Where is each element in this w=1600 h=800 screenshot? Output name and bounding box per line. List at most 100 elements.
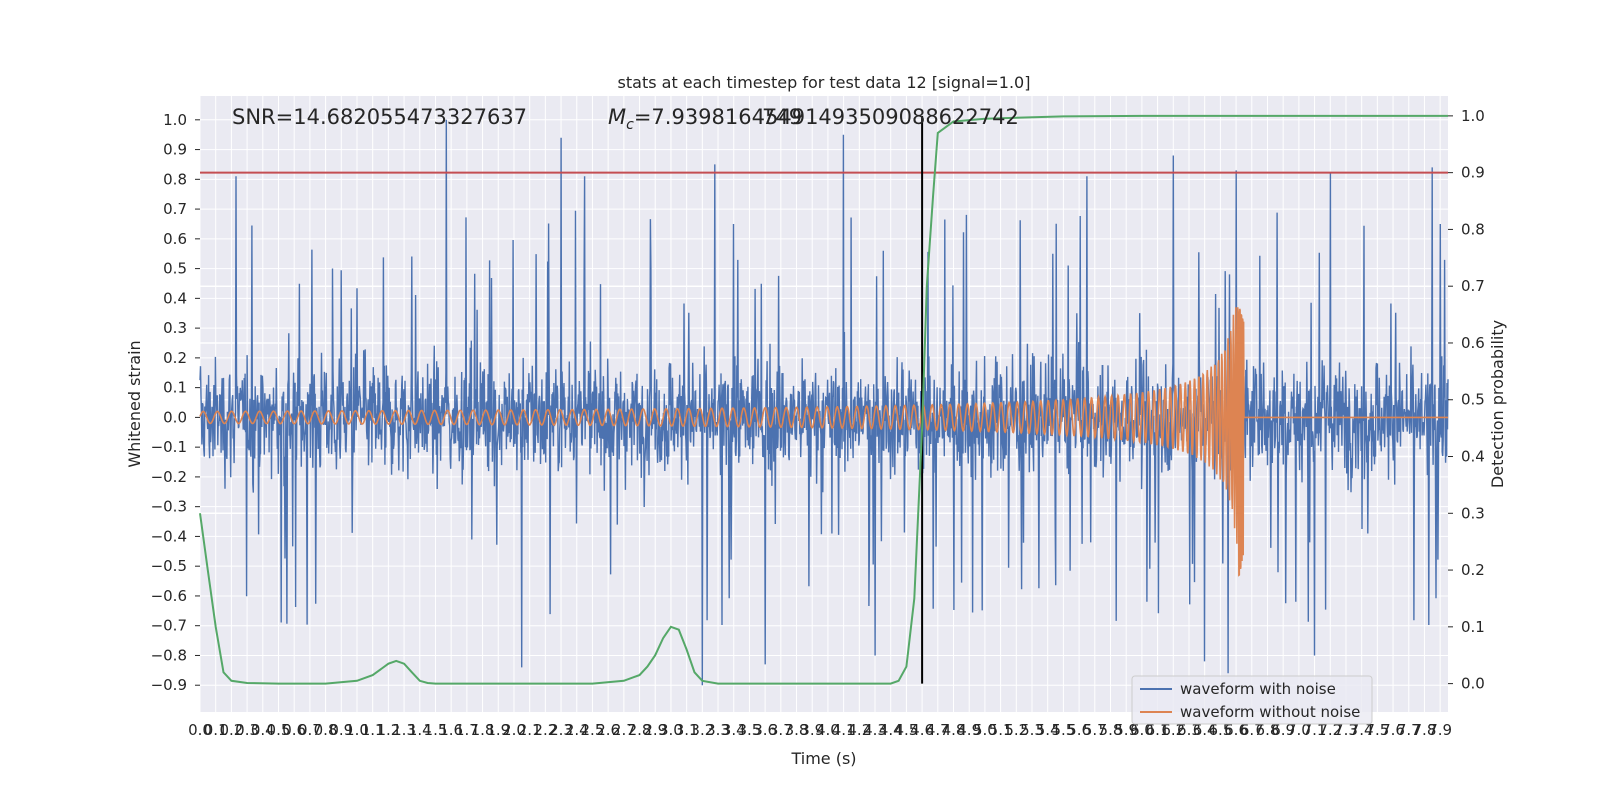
x-tick-label: 3.2 bbox=[690, 721, 714, 739]
x-tick-label: 1.1 bbox=[361, 721, 385, 739]
y2-tick-labels: 0.0 0.1 0.2 0.3 0.4 0.5 0.6 0.7 0.8 0.9 1.0 bbox=[1448, 107, 1485, 693]
y2-tick-label: 0.6 bbox=[1461, 334, 1485, 352]
y-tick-label: 1.0 bbox=[163, 111, 187, 129]
x-tick-label: 6.2 bbox=[1161, 721, 1185, 739]
x-tick-label: 4.8 bbox=[942, 721, 966, 739]
y2-tick-label: 0.1 bbox=[1461, 618, 1485, 636]
x-tick-label: 1.5 bbox=[424, 721, 448, 739]
x-tick-label: 3.9 bbox=[800, 721, 824, 739]
x-tick-label: 7.9 bbox=[1428, 721, 1452, 739]
x-tick-label: 7.0 bbox=[1287, 721, 1311, 739]
y-tick-label: 0.5 bbox=[163, 260, 187, 278]
x-tick-label: 5.4 bbox=[1036, 721, 1060, 739]
x-tick-label: 7.2 bbox=[1318, 721, 1342, 739]
x-tick-label: 7.4 bbox=[1350, 721, 1374, 739]
x-tick-label: 1.2 bbox=[376, 721, 400, 739]
x-tick-label: 3.3 bbox=[706, 721, 730, 739]
x-tick-label: 4.1 bbox=[832, 721, 856, 739]
snr-annotation: SNR=14.682055473327637 bbox=[232, 105, 527, 129]
x-tick-label: 5.2 bbox=[1004, 721, 1028, 739]
y-tick-label: −0.4 bbox=[151, 527, 187, 545]
x-tick-label: 4.2 bbox=[847, 721, 871, 739]
y-tick-label: 0.7 bbox=[163, 200, 187, 218]
x-tick-label: 1.6 bbox=[439, 721, 463, 739]
x-tick-label: 2.6 bbox=[596, 721, 620, 739]
y-tick-label: 0.8 bbox=[163, 170, 187, 188]
x-tick-label: 5.9 bbox=[1114, 721, 1138, 739]
x-tick-label: 6.0 bbox=[1130, 721, 1154, 739]
x-tick-label: 0.0 bbox=[188, 721, 212, 739]
clean-waveform-line bbox=[199, 307, 1448, 577]
x-tick-label: 2.3 bbox=[549, 721, 573, 739]
x-tick-label: 4.4 bbox=[879, 721, 903, 739]
x-tick-label: 6.5 bbox=[1208, 721, 1232, 739]
x-tick-label: 4.9 bbox=[957, 721, 981, 739]
y-tick-label: 0.4 bbox=[163, 289, 187, 307]
x-tick-label: 5.6 bbox=[1067, 721, 1091, 739]
y2-tick-label: 0.7 bbox=[1461, 277, 1485, 295]
x-tick-label: 6.3 bbox=[1177, 721, 1201, 739]
y2-tick-label: 0.8 bbox=[1461, 220, 1485, 238]
x-tick-label: 1.7 bbox=[455, 721, 479, 739]
x-tick-label: 0.9 bbox=[329, 721, 353, 739]
y-tick-label: −0.5 bbox=[151, 557, 187, 575]
x-tick-label: 0.5 bbox=[267, 721, 291, 739]
x-tick-labels: 0.00.10.20.30.40.50.60.70.80.91.01.11.21… bbox=[188, 721, 1452, 739]
y2-tick-label: 0.9 bbox=[1461, 164, 1485, 182]
x-tick-label: 5.0 bbox=[973, 721, 997, 739]
x-tick-label: 0.4 bbox=[251, 721, 275, 739]
y-tick-label: −0.6 bbox=[151, 587, 187, 605]
x-tick-label: 5.5 bbox=[1051, 721, 1075, 739]
chirp-mass-annotation: Mc=7.93981645491493509088622742 bbox=[608, 105, 1019, 133]
y-tick-label: 0.1 bbox=[163, 379, 187, 397]
x-tick-label: 2.1 bbox=[518, 721, 542, 739]
x-tick-label: 2.8 bbox=[628, 721, 652, 739]
y-tick-label: 0.2 bbox=[163, 349, 187, 367]
x-tick-label: 6.6 bbox=[1224, 721, 1248, 739]
y2-tick-label: 0.0 bbox=[1461, 675, 1485, 693]
x-tick-label: 7.5 bbox=[1365, 721, 1389, 739]
x-tick-label: 5.3 bbox=[1020, 721, 1044, 739]
y2-axis-label: Detection probability bbox=[1488, 320, 1507, 488]
x-tick-label: 3.0 bbox=[659, 721, 683, 739]
x-tick-label: 6.4 bbox=[1193, 721, 1217, 739]
x-tick-label: 2.7 bbox=[612, 721, 636, 739]
y2-tick-label: 1.0 bbox=[1461, 107, 1485, 125]
x-tick-label: 2.4 bbox=[565, 721, 589, 739]
chirp-mass-overlap-text: 749 bbox=[762, 105, 802, 129]
x-tick-label: 6.9 bbox=[1271, 721, 1295, 739]
x-tick-label: 1.8 bbox=[471, 721, 495, 739]
x-tick-label: 1.3 bbox=[392, 721, 416, 739]
y-tick-labels: −0.9 −0.8 −0.7 −0.6 −0.5 −0.4 −0.3 −0.2 −0.1 0.0 0… bbox=[151, 111, 200, 694]
x-tick-label: 2.5 bbox=[581, 721, 605, 739]
y-tick-label: −0.8 bbox=[151, 646, 187, 664]
x-tick-label: 3.7 bbox=[769, 721, 793, 739]
x-tick-label: 0.8 bbox=[314, 721, 338, 739]
x-tick-label: 1.0 bbox=[345, 721, 369, 739]
x-tick-label: 0.3 bbox=[235, 721, 259, 739]
x-tick-label: 0.6 bbox=[282, 721, 306, 739]
y-tick-label: −0.9 bbox=[151, 676, 187, 694]
x-tick-label: 4.7 bbox=[926, 721, 950, 739]
y2-tick-label: 0.5 bbox=[1461, 391, 1485, 409]
chirp-mass-value: =7.93981645491493509088622742 bbox=[634, 105, 1019, 129]
x-tick-label: 4.6 bbox=[910, 721, 934, 739]
x-tick-label: 3.5 bbox=[738, 721, 762, 739]
probability-line bbox=[199, 114, 1448, 685]
y-axis-label: Whitened strain bbox=[125, 340, 144, 467]
x-tick-label: 4.0 bbox=[816, 721, 840, 739]
x-tick-label: 5.8 bbox=[1099, 721, 1123, 739]
x-tick-label: 6.8 bbox=[1256, 721, 1280, 739]
y-tick-label: 0.3 bbox=[163, 319, 187, 337]
x-tick-label: 0.1 bbox=[204, 721, 228, 739]
x-tick-label: 3.6 bbox=[753, 721, 777, 739]
x-tick-label: 4.3 bbox=[863, 721, 887, 739]
x-tick-label: 0.2 bbox=[219, 721, 243, 739]
x-tick-label: 2.0 bbox=[502, 721, 526, 739]
chirp-mass-symbol: M bbox=[608, 105, 626, 129]
y-tick-label: 0.6 bbox=[163, 230, 187, 248]
x-tick-label: 2.2 bbox=[533, 721, 557, 739]
series-detection-probability bbox=[199, 114, 1448, 685]
x-tick-label: 5.1 bbox=[989, 721, 1013, 739]
series-waveform-without-noise bbox=[199, 307, 1448, 577]
